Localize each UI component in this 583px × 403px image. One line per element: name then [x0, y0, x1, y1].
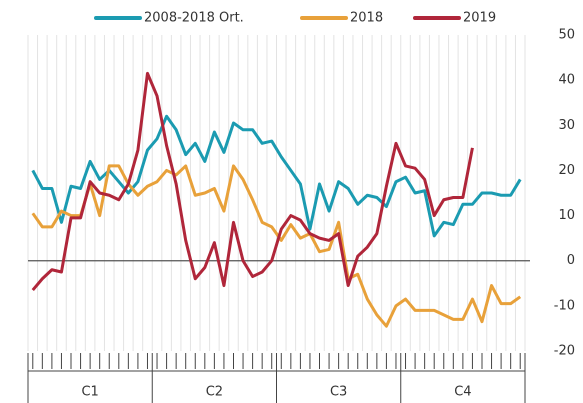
legend-label: 2019 [463, 11, 496, 26]
series-line [31, 71, 474, 292]
x-group-label: C4 [454, 385, 471, 400]
series-line [31, 164, 522, 328]
x-group-label: C1 [81, 385, 98, 400]
y-tick-label: 20 [558, 163, 575, 178]
y-tick-label: 10 [558, 208, 575, 223]
series-line [31, 114, 522, 238]
y-tick-label: -20 [554, 344, 575, 359]
x-group-label: C2 [206, 385, 223, 400]
y-tick-label: 30 [558, 118, 575, 133]
y-tick-label: -10 [554, 298, 575, 313]
y-tick-label: 50 [558, 28, 575, 43]
x-group-label: C3 [330, 385, 347, 400]
y-tick-label: 40 [558, 73, 575, 88]
y-tick-label: 0 [567, 253, 575, 268]
legend-label: 2008-2018 Ort. [144, 11, 244, 26]
legend-label: 2018 [350, 11, 383, 26]
